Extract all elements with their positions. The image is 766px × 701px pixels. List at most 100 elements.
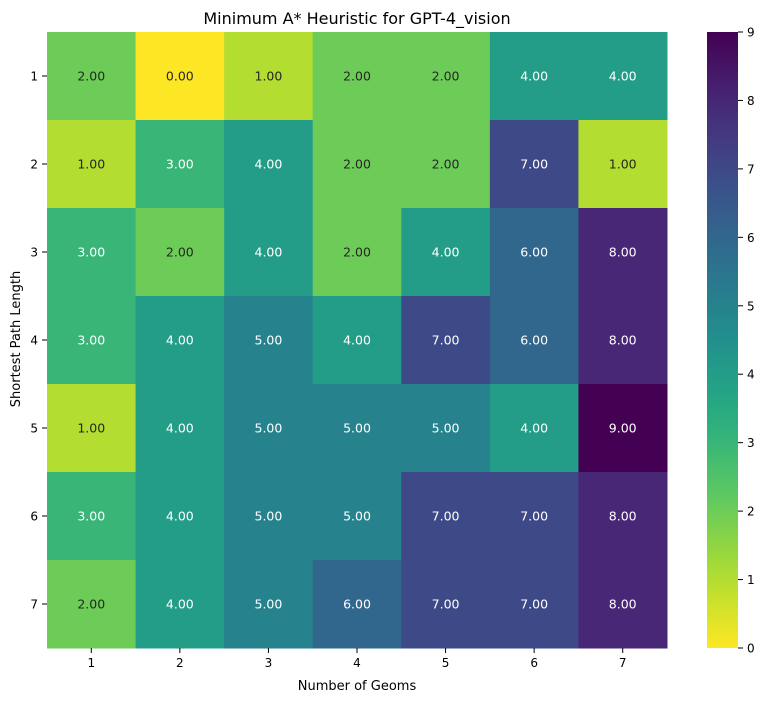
heatmap-cell [578,296,668,385]
heatmap-cell [135,472,225,561]
cell-value-label: 4.00 [166,333,194,348]
heatmap-cell [224,384,314,473]
x-tick-label: 3 [265,656,273,670]
heatmap-cell [489,560,579,649]
cell-value-label: 2.00 [77,69,105,84]
cell-value-label: 7.00 [520,597,548,612]
heatmap-cell [401,560,491,649]
cell-value-label: 4.00 [343,333,371,348]
heatmap-cell [401,208,491,297]
y-axis-ticks: 1 2 3 4 5 6 7 [30,70,47,612]
cell-value-label: 5.00 [255,509,283,524]
colorbar-tick-label: 7 [747,162,755,176]
heatmap-cell [135,32,225,121]
cell-value-label: 3.00 [77,509,105,524]
heatmap-cell [312,560,402,649]
cell-value-label: 7.00 [432,597,460,612]
heatmap-cell [401,32,491,121]
cell-value-label: 8.00 [609,245,637,260]
cell-value-label: 4.00 [520,69,548,84]
colorbar-tick-label: 2 [747,505,755,519]
heatmap-cell [47,296,137,385]
cell-value-label: 6.00 [343,597,371,612]
x-axis-ticks: 1 2 3 4 5 6 7 [87,648,627,670]
heatmap-cell [224,32,314,121]
cell-value-label: 2.00 [343,157,371,172]
y-tick-label: 3 [30,246,38,260]
cell-value-label: 5.00 [255,421,283,436]
cell-value-label: 5.00 [255,333,283,348]
cell-value-label: 2.00 [432,69,460,84]
cell-value-label: 2.00 [343,69,371,84]
cell-value-label: 4.00 [255,245,283,260]
cell-value-label: 8.00 [609,333,637,348]
cell-value-label: 5.00 [343,509,371,524]
heatmap-cell [489,472,579,561]
y-tick-label: 6 [30,510,38,524]
cell-value-label: 7.00 [520,157,548,172]
colorbar-tick-label: 6 [747,231,755,245]
x-tick-label: 2 [176,656,184,670]
cell-value-label: 2.00 [166,245,194,260]
heatmap-cell [489,384,579,473]
y-axis-label: Shortest Path Length [9,271,24,407]
cell-value-label: 4.00 [166,597,194,612]
heatmap-cell [489,32,579,121]
heatmap-cell [401,120,491,209]
heatmap-cell [401,472,491,561]
heatmap-cell [578,472,668,561]
heatmap-cell [224,120,314,209]
cell-value-label: 0.00 [166,69,194,84]
x-axis-label: Number of Geoms [298,679,417,694]
heatmap-cell [47,560,137,649]
cell-value-label: 2.00 [343,245,371,260]
x-tick-label: 1 [87,656,95,670]
cell-value-label: 7.00 [432,509,460,524]
heatmap-cell [489,296,579,385]
heatmap-cell [312,120,402,209]
cell-value-label: 6.00 [520,333,548,348]
heatmap-cell [312,208,402,297]
cell-value-label: 4.00 [609,69,637,84]
cell-value-label: 4.00 [432,245,460,260]
colorbar [707,32,738,648]
heatmap-cell [312,32,402,121]
cell-value-label: 3.00 [77,245,105,260]
cell-value-label: 4.00 [255,157,283,172]
cell-value-label: 8.00 [609,509,637,524]
cell-value-label: 4.00 [166,509,194,524]
chart-title: Minimum A* Heuristic for GPT-4_vision [203,9,510,29]
x-tick-label: 5 [442,656,450,670]
cell-value-label: 2.00 [77,597,105,612]
cell-value-label: 1.00 [255,69,283,84]
cell-value-label: 1.00 [609,157,637,172]
cell-value-label: 9.00 [609,421,637,436]
heatmap-cell [312,472,402,561]
heatmap-cell [47,32,137,121]
heatmap-cell [312,384,402,473]
x-tick-label: 6 [530,656,538,670]
heatmap-cell [135,296,225,385]
heatmap-cell [47,384,137,473]
cell-value-label: 8.00 [609,597,637,612]
cell-value-label: 2.00 [432,157,460,172]
cell-value-label: 1.00 [77,421,105,436]
heatmap-cell [578,560,668,649]
heatmap-cell [224,472,314,561]
cell-value-label: 5.00 [343,421,371,436]
colorbar-tick-label: 4 [747,368,755,382]
colorbar-tick-label: 0 [747,642,755,656]
colorbar-tick-label: 5 [747,299,755,313]
colorbar-tick-label: 1 [747,573,755,587]
y-tick-label: 2 [30,158,38,172]
heatmap-cell [224,296,314,385]
heatmap-cell [489,120,579,209]
cell-value-label: 7.00 [520,509,548,524]
heatmap-cell [47,208,137,297]
heatmap-cell [489,208,579,297]
heatmap-cell [135,208,225,297]
x-tick-label: 7 [619,656,627,670]
heatmap-cell [578,208,668,297]
heatmap-cell [401,384,491,473]
